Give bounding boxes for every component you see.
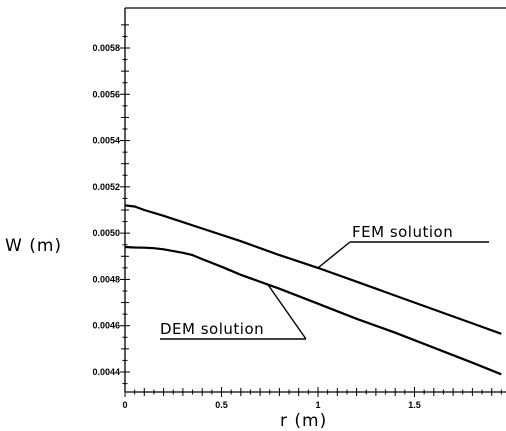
y-tick-label: 0.0056 — [92, 89, 120, 99]
x-tick-label: 0 — [122, 400, 127, 410]
y-ticks: 0.0044 0.0046 0.0048 0.0050 0.0052 0.0054 0.00… — [92, 24, 130, 385]
x-axis-title: r (m) — [280, 411, 327, 431]
dem-solution-label: DEM solution — [160, 320, 264, 338]
y-tick-label: 0.0052 — [92, 182, 120, 192]
fem-solution-label: FEM solution — [352, 223, 453, 241]
y-tick-label: 0.0048 — [92, 274, 120, 284]
x-tick-label: 1 — [315, 400, 320, 410]
y-tick-label: 0.0058 — [92, 43, 120, 53]
dem-leader-line — [267, 284, 307, 340]
y-tick-label: 0.0046 — [92, 321, 120, 331]
x-ticks: 0 0.5 1 1.5 — [122, 387, 502, 410]
y-axis-title: W (m) — [5, 236, 62, 256]
series-line-dem — [124, 245, 502, 376]
x-tick-label: 1.5 — [408, 400, 421, 410]
annotations: FEM solution DEM solution — [160, 223, 489, 340]
y-tick-label: 0.0054 — [92, 136, 120, 146]
series-lines — [124, 204, 502, 376]
y-tick-label: 0.0044 — [92, 367, 120, 377]
axes — [124, 7, 506, 393]
x-tick-label: 0.5 — [215, 400, 228, 410]
fem-leader-line — [317, 241, 351, 269]
y-tick-label: 0.0050 — [92, 228, 120, 238]
series-line-fem — [124, 204, 502, 335]
